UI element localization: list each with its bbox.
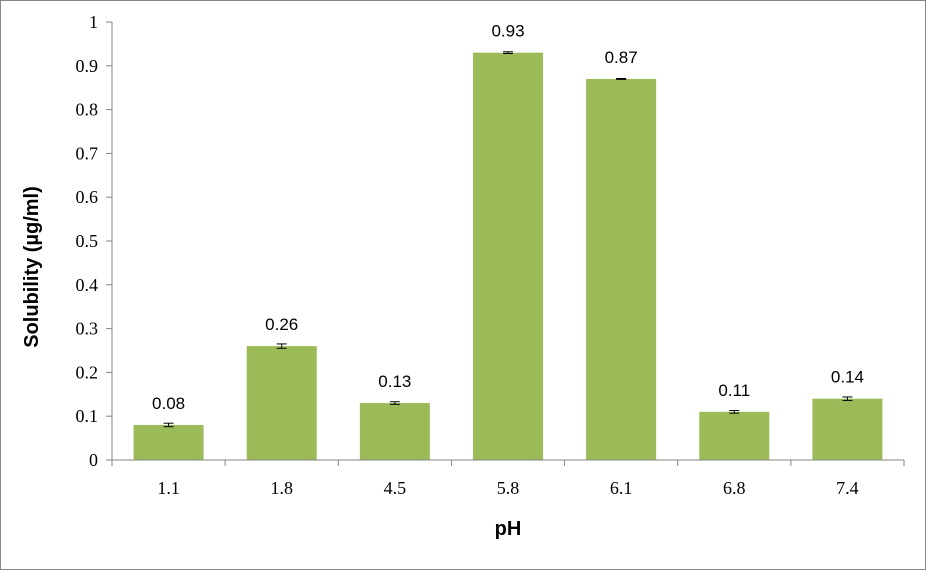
y-tick-label: 0.1 xyxy=(76,406,99,426)
data-label: 0.13 xyxy=(378,372,411,391)
bar xyxy=(359,403,430,460)
x-tick-label: 1.8 xyxy=(270,478,293,498)
y-tick-label: 0 xyxy=(89,450,98,470)
data-labels: 0.08 0.26 0.13 0.93 0.87 0.11 0.14 xyxy=(152,22,864,413)
x-axis-ticks: 1.1 1.8 4.5 5.8 6.1 6.8 7.4 xyxy=(111,460,905,498)
bar xyxy=(812,398,883,460)
bar xyxy=(699,411,770,460)
data-label: 0.93 xyxy=(491,22,524,41)
data-label: 0.26 xyxy=(265,315,298,334)
data-label: 0.08 xyxy=(152,394,185,413)
y-tick-label: 0.5 xyxy=(76,231,99,251)
y-tick-label: 0.6 xyxy=(76,187,99,207)
x-tick-label: 5.8 xyxy=(497,478,520,498)
error-bars xyxy=(163,51,853,428)
bar xyxy=(586,78,657,460)
x-tick-label: 6.8 xyxy=(723,478,746,498)
data-label: 0.87 xyxy=(605,48,638,67)
x-tick-label: 7.4 xyxy=(836,478,859,498)
y-tick-label: 0.8 xyxy=(76,100,99,120)
data-label: 0.14 xyxy=(831,368,864,387)
bar xyxy=(246,346,317,460)
x-tick-label: 1.1 xyxy=(157,478,180,498)
y-tick-label: 0.3 xyxy=(76,319,99,339)
y-tick-label: 1 xyxy=(89,12,98,32)
y-tick-label: 0.2 xyxy=(76,362,99,382)
y-tick-label: 0.7 xyxy=(76,143,99,163)
data-label: 0.11 xyxy=(718,381,750,400)
bars xyxy=(133,52,883,460)
bar xyxy=(133,424,204,460)
x-tick-label: 6.1 xyxy=(610,478,633,498)
y-tick-label: 0.4 xyxy=(76,275,99,295)
y-axis-title: Solubility (µg/ml) xyxy=(21,186,43,348)
x-axis-title: pH xyxy=(495,518,522,540)
bar xyxy=(473,52,543,460)
y-axis-ticks: 0 0.1 0.2 0.3 0.4 0.5 0.6 0.7 0.8 0.9 1 xyxy=(76,12,112,470)
y-tick-label: 0.9 xyxy=(76,56,99,76)
x-tick-label: 4.5 xyxy=(384,478,407,498)
